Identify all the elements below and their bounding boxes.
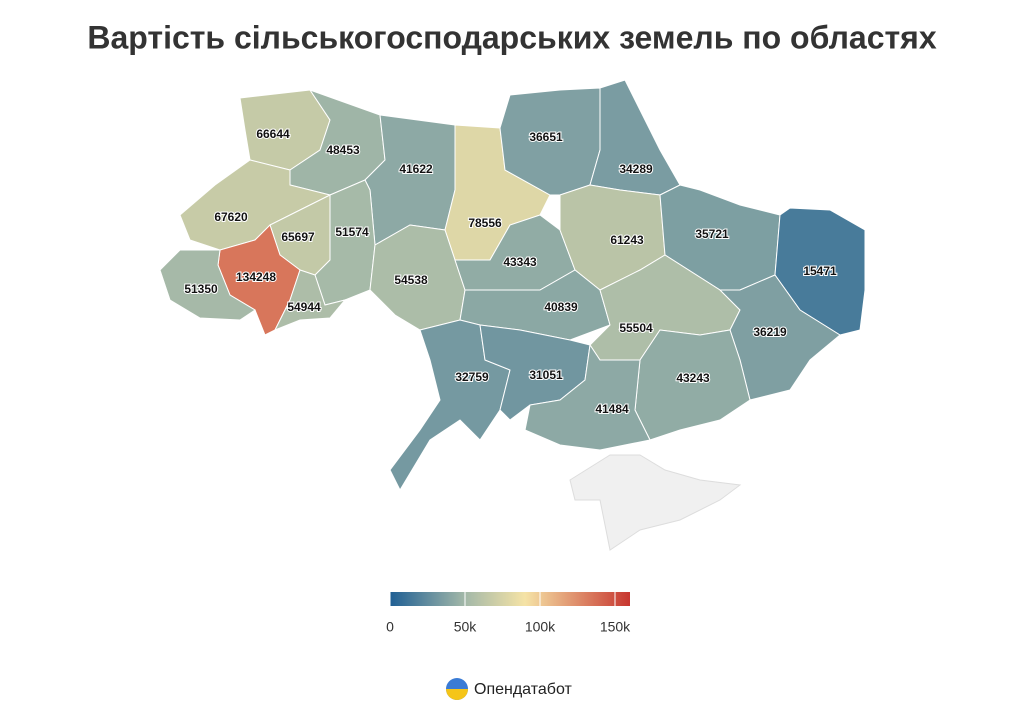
colorbar-tick-label: 0 bbox=[386, 619, 394, 635]
title: Вартість сільськогосподарських земель по… bbox=[87, 19, 936, 55]
labels: 66644 48453 41622 78556 36651 34289 67620 65697… bbox=[183, 126, 838, 417]
region-value: 54944 bbox=[287, 300, 321, 314]
region-value: 32759 bbox=[455, 370, 489, 384]
region-value: 15471 bbox=[803, 264, 837, 278]
region-value: 65697 bbox=[281, 230, 315, 244]
region-value: 55504 bbox=[619, 321, 653, 335]
region bbox=[718, 274, 841, 401]
region-value: 36219 bbox=[753, 325, 787, 339]
region-value: 61243 bbox=[610, 233, 644, 247]
colorbar-gradient bbox=[390, 592, 630, 606]
colorbar-tick-label: 150k bbox=[600, 619, 631, 635]
brand: Опендатабот bbox=[474, 681, 572, 698]
regions bbox=[159, 79, 866, 551]
region-value: 40839 bbox=[544, 300, 578, 314]
region-value: 41484 bbox=[595, 402, 629, 416]
region-value: 43343 bbox=[503, 255, 537, 269]
region-value: 41622 bbox=[399, 162, 433, 176]
region-value: 51350 bbox=[184, 282, 218, 296]
region-no-data bbox=[569, 454, 742, 551]
region-value: 134248 bbox=[236, 270, 276, 284]
region bbox=[159, 249, 256, 321]
region-value: 54538 bbox=[394, 273, 428, 287]
colorbar-tick-label: 100k bbox=[525, 619, 556, 635]
region-value: 78556 bbox=[468, 216, 502, 230]
region bbox=[589, 79, 681, 196]
region-value: 67620 bbox=[214, 210, 248, 224]
region-value: 66644 bbox=[256, 127, 290, 141]
region-value: 34289 bbox=[619, 162, 653, 176]
region bbox=[314, 179, 376, 306]
region-value: 43243 bbox=[676, 371, 710, 385]
region-value: 36651 bbox=[529, 130, 563, 144]
region-value: 51574 bbox=[335, 225, 369, 239]
colorbar: 0 50k 100k 150k bbox=[386, 592, 631, 635]
region-value: 31051 bbox=[529, 368, 563, 382]
region-value: 35721 bbox=[695, 227, 729, 241]
region bbox=[273, 269, 347, 331]
region bbox=[524, 343, 651, 451]
logo-icon-half bbox=[446, 689, 468, 700]
region-value: 48453 bbox=[326, 143, 360, 157]
colorbar-tick-label: 50k bbox=[454, 619, 478, 635]
